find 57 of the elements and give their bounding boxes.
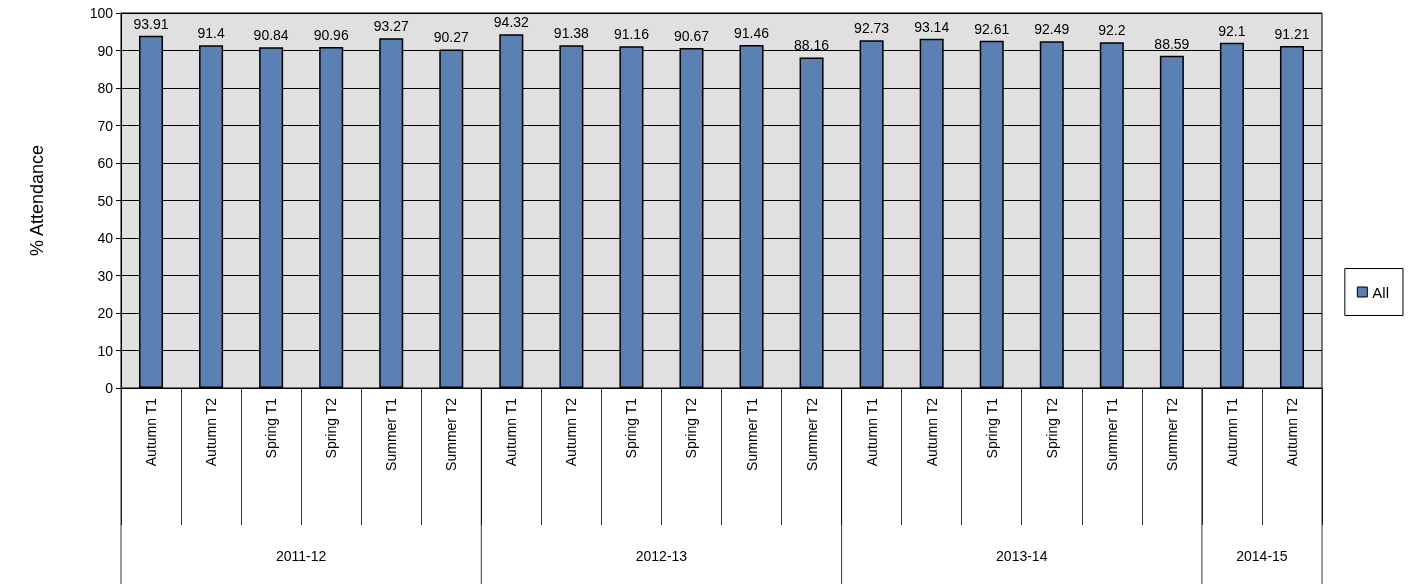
x-tick-label: Summer T2 [443, 397, 460, 471]
text: 2012-13 [635, 548, 688, 564]
x-tick-label: Spring T2 [683, 397, 700, 459]
y-tick-label: 20 [97, 305, 114, 321]
text: 2013-14 [996, 548, 1048, 564]
x-tick-label: Summer T2 [1163, 397, 1180, 471]
data-label: 88.16 [794, 37, 830, 54]
x-tick-label: Spring T2 [323, 397, 340, 459]
y-tick-label: 70 [97, 117, 114, 134]
y-tick-label: 30 [97, 267, 114, 284]
x-tick-label: Autumn T2 [203, 397, 220, 467]
data-label: 90.84 [253, 27, 289, 44]
x-tick-label: Autumn T1 [1223, 397, 1240, 467]
data-label: 92.61 [974, 20, 1010, 37]
x-tick-label: Spring T1 [263, 397, 280, 459]
x-tick-label: Autumn T1 [503, 397, 520, 467]
data-label: 92.1 [1218, 22, 1246, 39]
y-tick-label: 40 [97, 230, 114, 246]
y-tick-label: 80 [97, 80, 114, 96]
data-label: 91.4 [197, 25, 225, 42]
x-tick-label: Autumn T1 [143, 397, 160, 467]
data-label: 88.59 [1154, 35, 1190, 52]
y-axis-title: % Attendance [27, 144, 47, 257]
y-tick-label: 0 [105, 380, 114, 396]
x-tick-label: Autumn T2 [923, 397, 940, 467]
y-tick-label: 50 [97, 192, 114, 209]
data-label: 90.27 [433, 29, 469, 46]
data-label: 92.2 [1098, 22, 1126, 39]
y-tick-label: 60 [97, 155, 114, 171]
y-tick-label: 100 [89, 5, 114, 21]
x-tick-label: Autumn T2 [1283, 397, 1300, 467]
data-label: 93.91 [133, 15, 169, 32]
data-label: 94.32 [493, 14, 530, 31]
x-tick-label: Spring T1 [983, 397, 1000, 459]
data-label: 91.46 [734, 25, 770, 42]
data-label: 92.73 [854, 20, 890, 37]
x-tick-label: Summer T1 [1103, 397, 1120, 471]
x-tick-label: Summer T1 [383, 397, 400, 471]
x-tick-label: Autumn T1 [863, 397, 880, 467]
y-tick-label: 10 [97, 342, 114, 359]
data-label: 92.49 [1034, 21, 1070, 38]
text: 2011-12 [275, 548, 327, 564]
x-tick-label: Summer T1 [743, 397, 760, 471]
y-tick-label: 90 [97, 42, 114, 59]
x-tick-label: Spring T1 [623, 397, 640, 459]
text: 2014-15 [1236, 548, 1288, 564]
x-tick-label: Autumn T2 [563, 397, 580, 467]
data-label: 93.27 [373, 18, 409, 35]
x-tick-label: Spring T2 [1043, 397, 1060, 459]
data-label: 91.16 [613, 26, 650, 43]
legend-label: All [1372, 283, 1389, 301]
data-label: 90.96 [313, 26, 349, 43]
data-label: 91.38 [553, 25, 590, 42]
data-label: 91.21 [1274, 25, 1310, 42]
data-label: 93.14 [914, 18, 950, 35]
data-label: 90.67 [673, 27, 710, 44]
x-tick-label: Summer T2 [803, 397, 820, 471]
